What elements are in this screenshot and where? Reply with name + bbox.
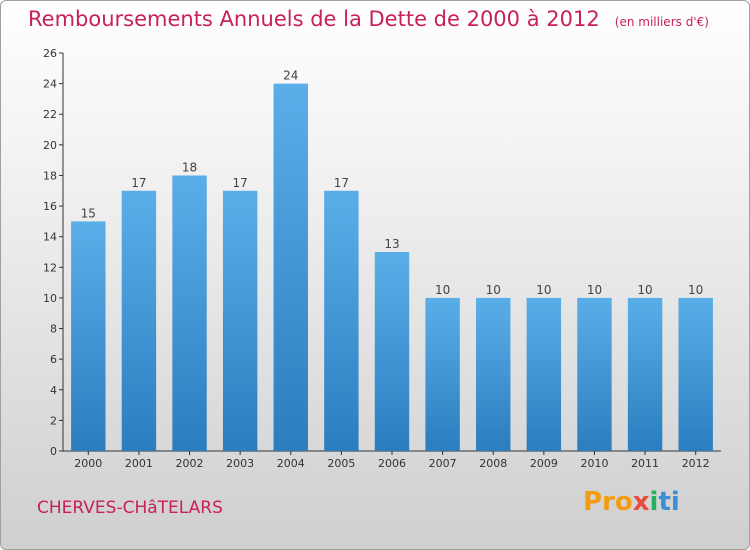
commune-name: CHERVES-CHâTELARS [37,498,223,518]
y-tick-label: 0 [50,445,57,458]
bar [526,297,562,451]
y-tick-label: 18 [43,169,57,182]
x-tick-label: 2008 [479,457,507,470]
x-tick-label: 2007 [429,457,457,470]
bar [374,252,410,451]
x-tick-label: 2009 [530,457,558,470]
y-tick-label: 26 [43,47,57,60]
x-tick-label: 2004 [277,457,305,470]
y-tick-label: 22 [43,108,57,121]
logo-part: Pro [583,487,633,517]
bar-value-label: 17 [233,176,248,190]
bar [324,190,359,451]
bar-value-label: 10 [637,283,652,297]
x-tick-label: 2001 [125,457,153,470]
y-tick-label: 14 [43,231,57,244]
bar [577,297,612,451]
bar-value-label: 10 [587,283,602,297]
chart-bars: 15 17 18 17 24 17 13 10 10 10 10 10 10 [71,69,713,451]
bar [273,83,308,451]
bar-value-label: 18 [182,160,197,174]
bar-value-label: 13 [384,237,399,251]
bar [71,221,106,451]
bar [121,190,157,451]
chart-title-text: Remboursements Annuels de la Dette de 20… [28,7,600,31]
y-tick-label: 20 [43,139,57,152]
y-tick-label: 2 [50,414,57,427]
x-tick-label: 2011 [631,457,659,470]
bar [425,297,460,451]
bar-value-label: 10 [486,283,501,297]
logo-part: ti [658,487,680,517]
y-tick-label: 8 [50,323,57,336]
y-tick-label: 4 [50,384,57,397]
bar-value-label: 17 [131,176,146,190]
chart-title: Remboursements Annuels de la Dette de 20… [28,7,709,31]
bar [678,297,713,451]
y-tick-label: 24 [43,78,57,91]
y-tick-label: 10 [43,292,57,305]
bar-value-label: 10 [688,283,703,297]
bar-value-label: 24 [283,69,298,83]
bar-value-label: 10 [435,283,450,297]
y-tick-label: 12 [43,261,57,274]
logo-part: i [649,487,659,517]
proxiti-logo: Proxiti [583,487,680,517]
bar-value-label: 17 [334,176,349,190]
bar [627,297,663,451]
y-tick-label: 6 [50,353,57,366]
x-tick-label: 2010 [580,457,608,470]
x-tick-label: 2000 [74,457,102,470]
x-tick-label: 2012 [682,457,710,470]
x-tick-label: 2003 [226,457,254,470]
x-tick-label: 2005 [327,457,355,470]
bar [172,175,207,451]
bar-value-label: 15 [81,206,96,220]
x-tick-label: 2002 [176,457,204,470]
bar [222,190,258,451]
chart-unit: (en milliers d'€) [614,15,709,29]
bar [476,297,511,451]
x-tick-label: 2006 [378,457,406,470]
logo-part: x [632,487,650,517]
bar-value-label: 10 [536,283,551,297]
y-tick-label: 16 [43,200,57,213]
